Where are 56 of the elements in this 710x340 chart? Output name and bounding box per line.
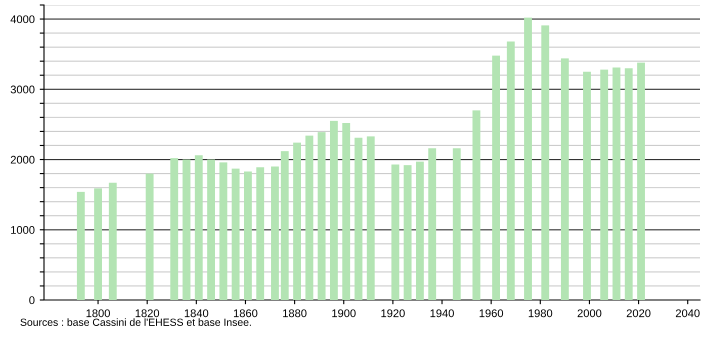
bar [146, 174, 154, 300]
x-tick-label: 1940 [430, 309, 454, 318]
bar [108, 182, 117, 300]
x-tick-label: 1920 [381, 309, 405, 318]
bar [583, 72, 591, 300]
bar [366, 136, 375, 300]
bar [219, 162, 228, 300]
x-tick-label: 1840 [184, 309, 208, 318]
bar [94, 188, 102, 300]
x-tick-label: 1880 [283, 309, 307, 318]
x-tick-label: 1900 [332, 309, 356, 318]
bar [342, 123, 350, 300]
bar [452, 148, 461, 300]
bar [612, 68, 620, 300]
x-tick-label: 2020 [626, 309, 650, 318]
bar [170, 158, 178, 300]
y-tick-label: 2000 [10, 156, 35, 164]
bar [330, 120, 338, 300]
bar [472, 110, 480, 300]
bar [391, 164, 400, 300]
x-tick-label: 1800 [86, 309, 110, 318]
bar [416, 162, 424, 300]
y-tick-label: 0 [29, 296, 35, 304]
y-tick-label: 3000 [10, 86, 35, 94]
bar [207, 160, 215, 300]
y-tick-label: 4000 [10, 15, 35, 24]
bar [354, 138, 362, 300]
bar [541, 25, 550, 300]
bar [194, 155, 203, 300]
bar [404, 165, 412, 300]
bar [560, 58, 569, 300]
x-tick-label: 1960 [480, 309, 504, 318]
y-tick-label: 1000 [11, 226, 35, 234]
bar [524, 18, 532, 300]
bar [271, 166, 279, 300]
bar [506, 42, 515, 300]
bar [318, 132, 326, 300]
bar [244, 171, 252, 300]
bar [305, 136, 314, 300]
bar [182, 160, 190, 300]
bar [232, 168, 240, 300]
bar [293, 142, 301, 300]
bar [428, 148, 436, 300]
x-tick-label: 1980 [528, 309, 552, 318]
x-tick-label: 2000 [578, 309, 602, 318]
bar [76, 192, 85, 300]
x-tick-label: 1860 [234, 309, 258, 318]
bar [637, 62, 645, 300]
x-tick-label: 2040 [676, 309, 700, 318]
bar [256, 167, 264, 300]
bar [492, 56, 500, 300]
bar [600, 70, 608, 300]
bar [624, 68, 633, 300]
bar [280, 151, 289, 300]
source-note: Sources : base Cassini de l'EHESS et base Insee. [20, 318, 251, 326]
x-tick-label: 1820 [136, 309, 160, 318]
